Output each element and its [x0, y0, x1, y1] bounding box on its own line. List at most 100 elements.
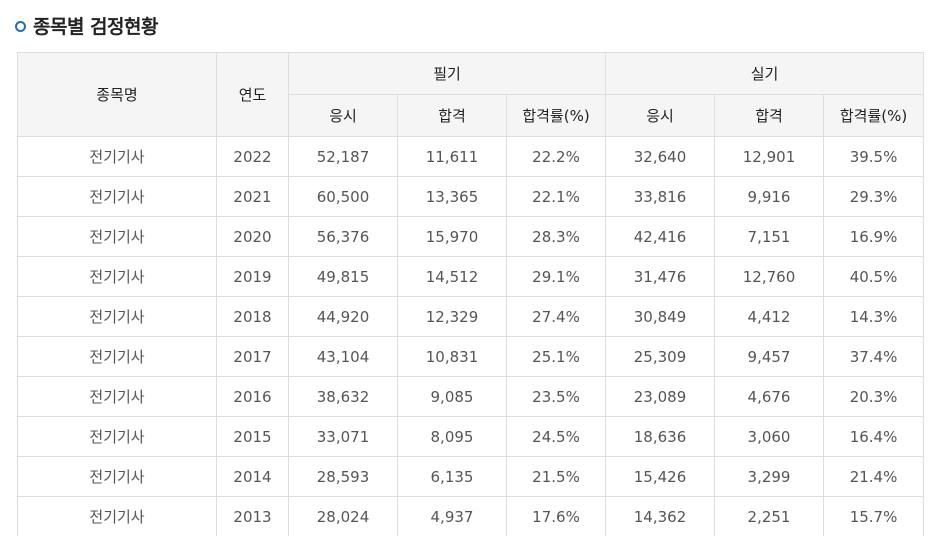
cell-name: 전기기사 — [18, 457, 217, 497]
header-written-applicants: 응시 — [289, 95, 398, 137]
cell-practical-applicants: 18,636 — [606, 417, 715, 457]
cell-written-pass-rate: 22.2% — [507, 137, 606, 177]
cell-practical-pass-rate: 29.3% — [824, 177, 924, 217]
cell-written-pass-rate: 17.6% — [507, 497, 606, 536]
cell-written-applicants: 43,104 — [289, 337, 398, 377]
cell-practical-pass-rate: 15.7% — [824, 497, 924, 536]
cell-written-passed: 8,095 — [398, 417, 507, 457]
cell-practical-applicants: 14,362 — [606, 497, 715, 536]
cell-written-passed: 10,831 — [398, 337, 507, 377]
cell-written-pass-rate: 22.1% — [507, 177, 606, 217]
cell-written-applicants: 38,632 — [289, 377, 398, 417]
cell-written-passed: 9,085 — [398, 377, 507, 417]
cell-practical-passed: 4,676 — [715, 377, 824, 417]
cell-name: 전기기사 — [18, 137, 217, 177]
cell-name: 전기기사 — [18, 257, 217, 297]
cell-practical-passed: 12,760 — [715, 257, 824, 297]
section-heading: 종목별 검정현황 — [15, 10, 158, 40]
cell-practical-pass-rate: 21.4% — [824, 457, 924, 497]
cell-written-passed: 4,937 — [398, 497, 507, 536]
cell-written-pass-rate: 28.3% — [507, 217, 606, 257]
cell-year: 2017 — [217, 337, 289, 377]
cell-written-applicants: 60,500 — [289, 177, 398, 217]
cell-practical-passed: 9,457 — [715, 337, 824, 377]
cell-written-applicants: 44,920 — [289, 297, 398, 337]
cell-practical-pass-rate: 40.5% — [824, 257, 924, 297]
cell-written-pass-rate: 29.1% — [507, 257, 606, 297]
cell-written-pass-rate: 23.5% — [507, 377, 606, 417]
cell-practical-pass-rate: 37.4% — [824, 337, 924, 377]
cell-practical-applicants: 23,089 — [606, 377, 715, 417]
cell-written-applicants: 28,024 — [289, 497, 398, 536]
cell-written-applicants: 33,071 — [289, 417, 398, 457]
exam-statistics-table: 종목명 연도 필기 실기 응시 합격 합격률(%) 응시 합격 합격률(%) 전… — [17, 52, 924, 536]
cell-name: 전기기사 — [18, 417, 217, 457]
cell-practical-passed: 12,901 — [715, 137, 824, 177]
cell-practical-pass-rate: 14.3% — [824, 297, 924, 337]
header-practical-pass-rate: 합격률(%) — [824, 95, 924, 137]
cell-practical-passed: 9,916 — [715, 177, 824, 217]
header-practical-applicants: 응시 — [606, 95, 715, 137]
header-written-passed: 합격 — [398, 95, 507, 137]
cell-written-passed: 12,329 — [398, 297, 507, 337]
cell-practical-pass-rate: 20.3% — [824, 377, 924, 417]
cell-written-pass-rate: 21.5% — [507, 457, 606, 497]
cell-practical-pass-rate: 16.4% — [824, 417, 924, 457]
header-year: 연도 — [217, 53, 289, 137]
cell-written-passed: 15,970 — [398, 217, 507, 257]
cell-written-applicants: 49,815 — [289, 257, 398, 297]
cell-written-passed: 14,512 — [398, 257, 507, 297]
cell-name: 전기기사 — [18, 497, 217, 536]
header-written-pass-rate: 합격률(%) — [507, 95, 606, 137]
cell-year: 2016 — [217, 377, 289, 417]
cell-written-applicants: 28,593 — [289, 457, 398, 497]
header-practical-passed: 합격 — [715, 95, 824, 137]
page-title: 종목별 검정현황 — [33, 12, 158, 39]
header-name: 종목명 — [18, 53, 217, 137]
cell-practical-passed: 3,060 — [715, 417, 824, 457]
cell-practical-pass-rate: 16.9% — [824, 217, 924, 257]
cell-written-pass-rate: 27.4% — [507, 297, 606, 337]
cell-year: 2020 — [217, 217, 289, 257]
cell-practical-passed: 4,412 — [715, 297, 824, 337]
cell-year: 2013 — [217, 497, 289, 536]
cell-practical-applicants: 15,426 — [606, 457, 715, 497]
cell-name: 전기기사 — [18, 337, 217, 377]
cell-practical-applicants: 32,640 — [606, 137, 715, 177]
header-row-group: 종목명 연도 필기 실기 — [18, 53, 924, 95]
cell-practical-applicants: 42,416 — [606, 217, 715, 257]
header-written: 필기 — [289, 53, 606, 95]
cell-written-pass-rate: 25.1% — [507, 337, 606, 377]
cell-written-passed: 6,135 — [398, 457, 507, 497]
cell-written-applicants: 52,187 — [289, 137, 398, 177]
cell-year: 2015 — [217, 417, 289, 457]
header-practical: 실기 — [606, 53, 924, 95]
cell-name: 전기기사 — [18, 297, 217, 337]
cell-practical-applicants: 31,476 — [606, 257, 715, 297]
cell-year: 2014 — [217, 457, 289, 497]
cell-year: 2021 — [217, 177, 289, 217]
cell-practical-passed: 7,151 — [715, 217, 824, 257]
cell-written-passed: 13,365 — [398, 177, 507, 217]
cell-year: 2018 — [217, 297, 289, 337]
cell-practical-applicants: 33,816 — [606, 177, 715, 217]
cell-name: 전기기사 — [18, 217, 217, 257]
cell-written-passed: 11,611 — [398, 137, 507, 177]
cell-written-pass-rate: 24.5% — [507, 417, 606, 457]
cell-name: 전기기사 — [18, 377, 217, 417]
cell-practical-passed: 2,251 — [715, 497, 824, 536]
cell-practical-pass-rate: 39.5% — [824, 137, 924, 177]
circle-bullet-icon — [15, 21, 26, 32]
cell-practical-applicants: 25,309 — [606, 337, 715, 377]
cell-name: 전기기사 — [18, 177, 217, 217]
